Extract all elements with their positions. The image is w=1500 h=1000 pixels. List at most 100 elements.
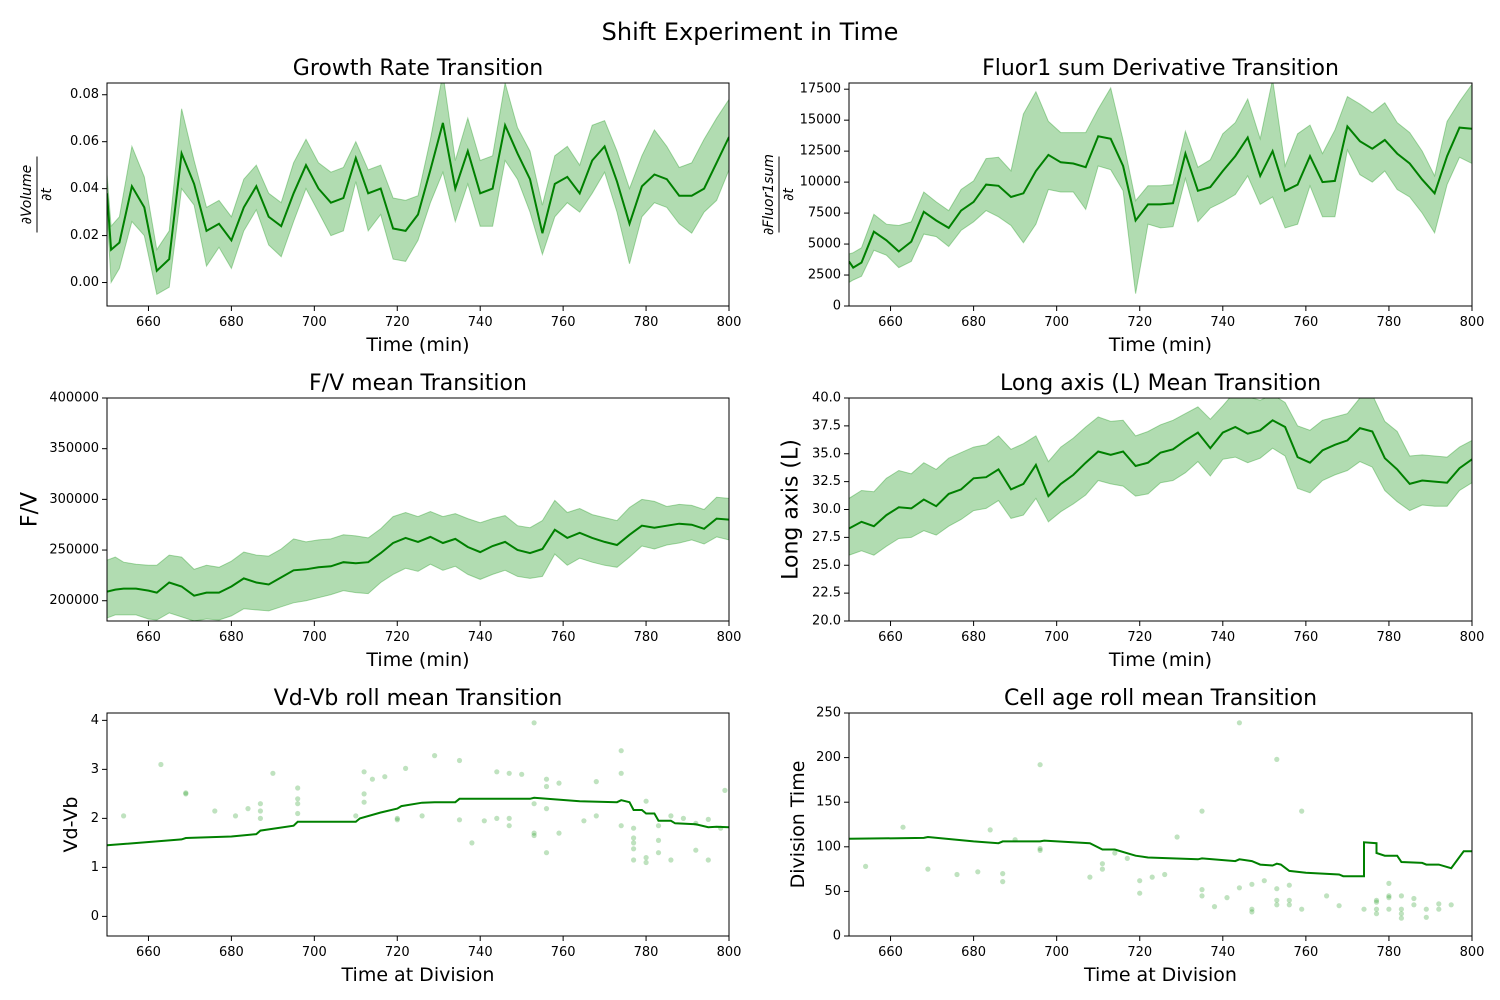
data-point [1274,756,1280,763]
data-point [863,863,869,870]
x-tick-label: 800 [717,630,742,645]
x-tick-label: 700 [302,315,327,330]
series-line [849,419,1472,530]
data-point [212,808,218,814]
data-point [1037,846,1043,852]
data-point [531,801,537,807]
confidence-band [107,496,729,621]
x-tick-label: 740 [468,945,493,960]
data-point [257,808,263,814]
data-point [1423,914,1429,920]
plot-area [107,720,729,866]
y-tick-label: 0 [833,929,841,944]
data-point [631,840,637,846]
x-tick-label: 780 [1377,945,1402,960]
data-point [469,840,475,846]
x-tick-label: 740 [468,630,493,645]
data-point [668,857,674,863]
y-axis-label: Vd-Vb [60,797,82,853]
data-point [1436,901,1442,907]
y-tick-label: 25.0 [812,558,841,573]
y-axis-label-numerator: ∂Volume [19,165,35,225]
data-point [531,832,537,839]
data-point [1423,906,1429,912]
data-point [506,823,512,829]
data-point [1037,762,1043,768]
data-point [543,776,550,782]
x-tick-label: 740 [468,315,493,330]
series-line [849,124,1472,269]
axes-frame [106,712,730,937]
y-tick-label: 5000 [808,237,841,252]
data-point [1274,886,1280,892]
data-point [1249,906,1255,912]
x-tick-label: 660 [878,315,903,330]
data-point [643,859,649,866]
y-tick-label: 12500 [800,144,841,159]
data-point [295,796,301,802]
data-point [1261,878,1267,884]
data-point [432,753,438,759]
y-tick-label: 400000 [49,391,99,406]
data-point [1199,808,1205,814]
data-point [1373,906,1380,912]
data-point [1199,887,1205,893]
data-point [631,857,637,863]
x-tick-label: 680 [961,630,986,645]
y-tick-label: 27.5 [812,530,841,545]
data-point [1162,871,1168,878]
x-tick-label: 680 [961,315,986,330]
data-point [1000,879,1006,885]
figure-title: Shift Experiment in Time [602,18,899,46]
x-tick-label: 760 [551,315,576,330]
data-point [1324,893,1330,899]
data-point [1274,897,1280,903]
data-point [1087,874,1093,880]
y-tick-label: 37.5 [812,418,841,433]
chart-title: F/V mean Transition [309,371,527,396]
long-axis-chart: Long axis (L) Mean Transition Time (min)… [779,371,1485,671]
axes-frame [848,82,1473,307]
data-point [295,801,301,807]
y-tick-label: 30.0 [812,502,841,517]
axes-frame [848,712,1473,937]
data-point [1386,906,1392,912]
data-point [1137,890,1143,896]
plot-area [849,398,1472,556]
rolling-mean-line [849,835,1472,878]
data-point [270,770,276,776]
data-point [1448,902,1454,908]
data-point [1299,906,1305,912]
x-tick-label: 740 [1210,630,1235,645]
x-tick-label: 680 [219,630,244,645]
chart-title: Growth Rate Transition [293,56,543,81]
x-tick-label: 720 [1127,630,1152,645]
x-tick-label: 760 [551,945,576,960]
x-axis-label: Time at Division [341,964,495,986]
x-axis-label: Time (min) [365,334,469,356]
data-point [494,769,500,775]
data-point [1286,882,1292,888]
y-tick-label: 0.06 [70,134,99,149]
y-tick-label: 300000 [49,492,99,507]
data-point [593,779,599,785]
x-tick-label: 800 [1460,630,1485,645]
data-point [1398,911,1404,917]
data-point [975,869,981,875]
y-tick-label: 2500 [808,268,841,283]
x-tick-label: 760 [551,630,576,645]
y-tick-label: 100 [816,839,841,854]
x-tick-label: 720 [385,630,410,645]
data-point [531,830,537,836]
y-tick-label: 1 [91,860,99,875]
data-point [618,770,624,776]
series-line [107,121,729,273]
x-tick-label: 700 [1044,315,1069,330]
data-point [361,769,367,775]
data-point [361,791,367,797]
data-point [693,847,699,853]
plot-area [849,720,1472,921]
data-point [1000,871,1006,877]
x-tick-label: 720 [1127,315,1152,330]
